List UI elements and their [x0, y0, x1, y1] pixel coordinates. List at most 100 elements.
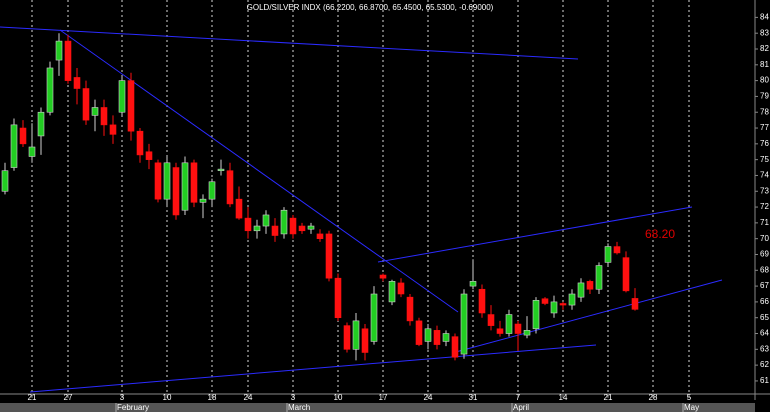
candle-body	[1, 170, 9, 192]
x-tick-label: 21	[28, 393, 37, 402]
trend-line	[0, 26, 579, 60]
candle-body	[487, 314, 495, 326]
candle-body	[37, 111, 45, 137]
y-tick-label: 65	[760, 313, 769, 322]
trend-line	[451, 279, 723, 354]
candle-body	[451, 336, 459, 358]
y-tick-label: 70	[760, 234, 769, 243]
x-tick-label: 3	[291, 393, 296, 402]
candle-body	[73, 77, 81, 89]
y-tick-label: 62	[760, 360, 769, 369]
candle-body	[199, 198, 207, 203]
y-tick-label: 63	[760, 344, 769, 353]
candle-body	[163, 162, 171, 200]
x-tick-label: 27	[64, 393, 73, 402]
candle-body	[289, 217, 297, 235]
candle-body	[64, 40, 72, 81]
month-band	[0, 403, 755, 412]
candle-body	[352, 320, 360, 350]
candle-body	[298, 225, 306, 232]
candle-body	[10, 124, 18, 168]
x-tick-label: 17	[379, 393, 388, 402]
candle-body	[559, 303, 567, 306]
candle-body	[622, 257, 630, 292]
month-label: April	[513, 403, 529, 412]
x-tick-label: 31	[469, 393, 478, 402]
candle-body	[577, 282, 585, 298]
month-label: February	[117, 403, 149, 412]
candle-body	[154, 162, 162, 200]
candle-body	[208, 181, 216, 200]
candle-body	[172, 167, 180, 216]
candle-body	[100, 107, 108, 126]
candle-body	[325, 233, 333, 279]
trend-line	[59, 29, 459, 313]
candle-body	[253, 225, 261, 232]
candle-body	[91, 107, 99, 116]
candle-body	[361, 328, 369, 353]
candle-body	[604, 246, 612, 263]
x-tick-label: 24	[244, 393, 253, 402]
y-tick-label: 61	[760, 376, 769, 385]
candle-body	[460, 293, 468, 355]
candle-body	[217, 168, 225, 172]
y-tick-label: 84	[760, 12, 769, 21]
candle-body	[433, 330, 441, 345]
y-tick-label: 83	[760, 28, 769, 37]
x-tick-label: 24	[424, 393, 433, 402]
x-tick-label: 5	[687, 393, 692, 402]
y-tick-label: 79	[760, 92, 769, 101]
candle-body	[109, 124, 117, 135]
y-tick-label: 66	[760, 297, 769, 306]
candle-body	[307, 225, 315, 230]
y-tick-label: 67	[760, 281, 769, 290]
candle-body	[469, 281, 477, 287]
y-tick-label: 76	[760, 139, 769, 148]
y-tick-label: 82	[760, 44, 769, 53]
candle-body	[271, 225, 279, 236]
candle-body	[118, 80, 126, 113]
candle-body	[190, 162, 198, 203]
candle-body	[595, 265, 603, 290]
candle-body	[388, 281, 396, 303]
y-tick-label: 75	[760, 155, 769, 164]
candle-body	[505, 314, 513, 334]
trend-line	[29, 344, 597, 393]
candle-body	[397, 282, 405, 295]
y-tick-label: 72	[760, 202, 769, 211]
candle-body	[316, 233, 324, 239]
candle-body	[370, 293, 378, 342]
candle-body	[181, 162, 189, 211]
candle-body	[46, 67, 54, 113]
trend-line	[377, 206, 693, 263]
x-tick-label: 3	[120, 393, 125, 402]
candle-body	[586, 281, 594, 290]
x-tick-label: 21	[604, 393, 613, 402]
x-tick-label: 28	[649, 393, 658, 402]
candle-body	[82, 88, 90, 121]
y-tick-label: 71	[760, 218, 769, 227]
candle-body	[145, 151, 153, 160]
annotation: 68.20	[645, 227, 675, 241]
y-tick-label: 68	[760, 265, 769, 274]
y-tick-label: 78	[760, 107, 769, 116]
candle-body	[496, 328, 504, 334]
y-tick-label: 73	[760, 186, 769, 195]
x-tick-label: 10	[163, 393, 172, 402]
candle-body	[136, 130, 144, 156]
y-tick-label: 81	[760, 60, 769, 69]
candle-body	[550, 301, 558, 314]
candle-body	[532, 300, 540, 330]
month-label: May	[684, 403, 699, 412]
y-tick-label: 74	[760, 171, 769, 180]
x-tick-label: 18	[208, 393, 217, 402]
candle-body	[568, 293, 576, 306]
candle-body	[424, 328, 432, 342]
x-tick-label: 10	[334, 393, 343, 402]
y-tick-label: 69	[760, 250, 769, 259]
candle-body	[442, 333, 450, 342]
candle-body	[406, 296, 414, 322]
candle-body	[127, 80, 135, 132]
